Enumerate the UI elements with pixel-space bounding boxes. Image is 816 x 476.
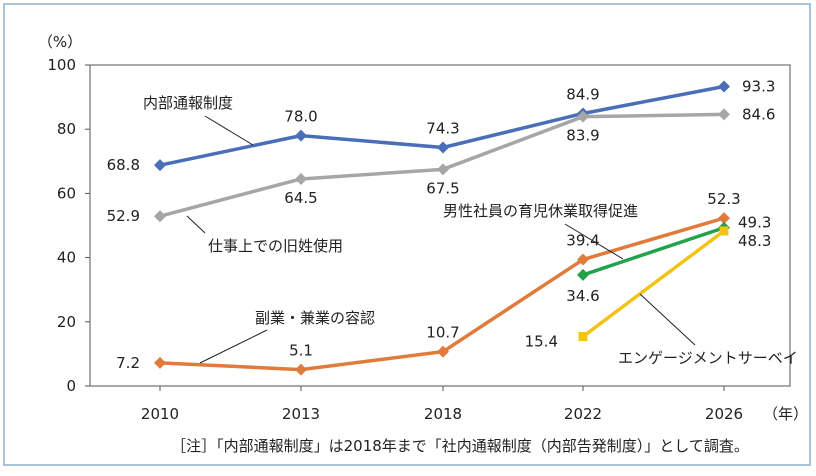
leader-line <box>199 329 268 364</box>
y-tick-label: 40 <box>57 249 76 267</box>
data-point <box>295 129 307 142</box>
chart-note: ［注］「内部通報制度」は2018年まで「社内通報制度（内部告発制度）」として調査… <box>171 437 749 455</box>
series-line <box>582 226 725 277</box>
data-point <box>437 141 449 154</box>
data-point <box>154 356 166 369</box>
x-tick-label: 2022 <box>564 405 602 423</box>
data-label: 34.6 <box>566 287 599 305</box>
data-label: 5.1 <box>289 342 313 360</box>
data-label: 83.9 <box>566 127 599 145</box>
data-point <box>295 172 307 185</box>
series-name-label: 内部通報制度 <box>143 94 233 112</box>
data-label: 84.9 <box>566 85 599 103</box>
data-point <box>295 363 307 376</box>
y-tick-label: 80 <box>57 120 76 138</box>
data-point <box>577 253 589 266</box>
series-name-label: 仕事上での旧姓使用 <box>208 237 343 255</box>
data-label: 15.4 <box>525 333 558 351</box>
data-point <box>718 108 730 121</box>
data-label: 52.9 <box>107 207 140 225</box>
leader-lines <box>186 115 696 364</box>
data-point <box>154 159 166 172</box>
data-label: 78.0 <box>284 108 317 126</box>
data-label: 64.5 <box>284 189 317 207</box>
y-tick-label: 100 <box>47 56 76 74</box>
x-tick-label: 2018 <box>424 405 462 423</box>
data-labels: 68.8 78.0 74.3 84.9 93.3 52.9 64.5 67.5 83.9 84.6… <box>107 78 776 372</box>
x-tick-label: 2010 <box>141 405 179 423</box>
data-point <box>578 332 588 342</box>
data-label: 48.3 <box>738 232 771 250</box>
data-label: 10.7 <box>426 324 459 342</box>
y-tick-label: 20 <box>57 313 76 331</box>
series-name-label: 副業・兼業の容認 <box>255 309 375 327</box>
data-point <box>577 110 589 123</box>
data-point <box>718 80 730 93</box>
series-name-label: エンゲージメントサーベイ <box>618 349 798 367</box>
data-label: 7.2 <box>116 354 140 372</box>
data-label: 39.4 <box>566 232 599 250</box>
data-point <box>154 210 166 223</box>
leader-line <box>639 293 696 346</box>
series-name-label: 男性社員の育児休業取得促進 <box>443 202 638 220</box>
x-tick-label: 2026 <box>705 405 743 423</box>
y-tick-label: 60 <box>57 184 76 202</box>
x-tick-label: 2013 <box>282 405 320 423</box>
data-label: 93.3 <box>742 78 775 96</box>
series-line <box>581 229 726 338</box>
data-label: 68.8 <box>107 156 140 174</box>
leader-line <box>204 115 254 146</box>
series-markers <box>154 80 730 376</box>
data-label: 67.5 <box>426 179 459 197</box>
data-point <box>577 268 589 281</box>
chart-frame: 0 20 40 60 80 100 2010 2013 2018 2022 2026 （%） （年） 6… <box>3 3 811 466</box>
leader-line <box>564 223 624 260</box>
data-point <box>719 226 729 236</box>
data-point <box>437 345 449 358</box>
leader-line <box>186 215 206 234</box>
axes <box>85 64 791 391</box>
data-label: 49.3 <box>738 214 771 232</box>
tick-labels: 0 20 40 60 80 100 2010 2013 2018 2022 2026 （%） （年） <box>38 33 808 423</box>
data-label: 52.3 <box>707 190 740 208</box>
y-tick-label: 0 <box>66 377 76 395</box>
data-label: 84.6 <box>742 105 775 123</box>
data-label: 74.3 <box>426 119 459 137</box>
x-unit-label: （年） <box>763 405 808 423</box>
data-point <box>437 163 449 176</box>
data-point <box>718 212 730 225</box>
plot-area-border <box>89 64 791 387</box>
line-chart: 0 20 40 60 80 100 2010 2013 2018 2022 2026 （%） （年） 6… <box>38 33 808 423</box>
y-unit-label: （%） <box>38 33 82 51</box>
